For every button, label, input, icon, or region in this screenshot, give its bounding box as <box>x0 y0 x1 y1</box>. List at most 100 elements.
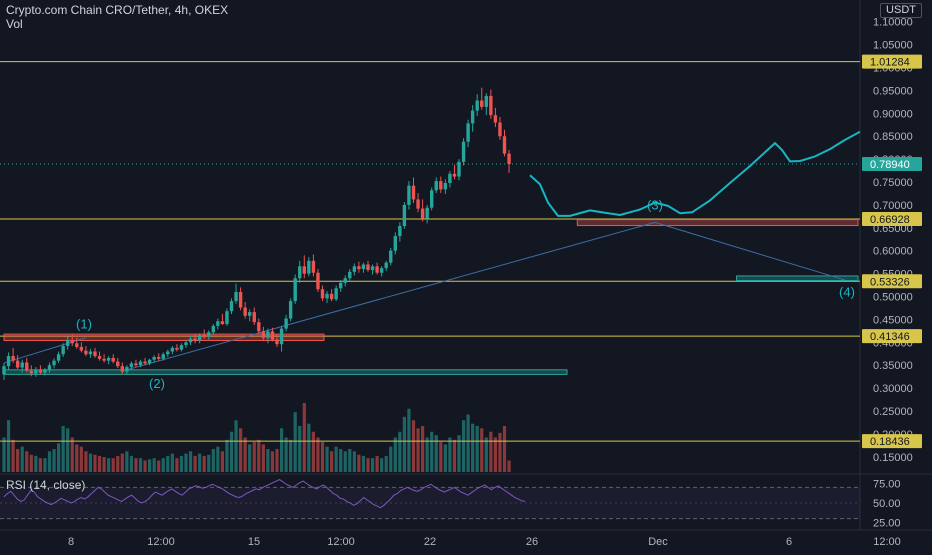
candle-body <box>457 161 461 177</box>
volume-bar <box>243 437 247 472</box>
price-label-text: 0.78940 <box>870 159 910 171</box>
candle-body <box>2 366 6 375</box>
candle-body <box>29 370 33 374</box>
candle-body <box>311 260 316 273</box>
volume-bar <box>489 431 493 472</box>
candle-body <box>161 354 165 359</box>
volume-bar <box>330 451 334 472</box>
price-tick-label: 0.95000 <box>873 85 913 97</box>
candle-body <box>202 335 206 337</box>
price-label-text: 1.01284 <box>870 57 910 69</box>
candle-body <box>125 367 129 372</box>
volume-bar <box>457 435 461 472</box>
chart-header: Crypto.com Chain CRO/Tether, 4h, OKEX Vo… <box>6 3 228 31</box>
volume-bar <box>125 451 129 472</box>
volume-bar <box>316 437 320 472</box>
volume-bar <box>461 420 466 472</box>
candle-body <box>343 278 347 283</box>
volume-bar <box>57 443 61 472</box>
volume-bar <box>320 442 325 472</box>
candle-body <box>288 301 293 319</box>
candle-body <box>279 328 284 345</box>
candle-body <box>257 322 261 332</box>
candle-body <box>106 357 111 361</box>
price-label-tag <box>862 274 922 289</box>
volume-bar <box>157 460 161 472</box>
candle-body <box>166 351 170 355</box>
volume-bar <box>443 444 447 472</box>
volume-bar <box>471 423 475 472</box>
volume-bar <box>93 454 97 472</box>
candle-body <box>147 359 152 364</box>
volume-bar <box>202 455 206 472</box>
volume-bar <box>11 439 15 472</box>
candle-body <box>38 369 43 373</box>
volume-bar <box>84 451 88 472</box>
candle-body <box>61 346 65 355</box>
volume-bar <box>225 439 229 472</box>
candle-body <box>443 182 448 190</box>
candle-body <box>493 115 498 123</box>
volume-bar <box>25 451 29 472</box>
volume-bar <box>161 458 165 472</box>
volume-bar <box>61 426 65 472</box>
candle-body <box>25 362 29 371</box>
candle-body <box>93 351 97 357</box>
volume-bar <box>29 454 33 472</box>
time-tick-label: 12:00 <box>147 536 175 548</box>
candle-body <box>498 122 502 137</box>
candle-body <box>70 340 74 344</box>
candle-body <box>170 347 175 352</box>
candle-body <box>234 291 238 302</box>
candle-body <box>389 250 393 263</box>
candle-body <box>302 266 306 274</box>
time-tick-label: 8 <box>68 536 74 548</box>
wave-label: (1) <box>76 317 92 332</box>
time-tick-label: 12:00 <box>873 536 901 548</box>
volume-bar <box>6 420 11 472</box>
volume-bar <box>416 428 420 472</box>
price-label-text: 0.66928 <box>870 214 910 226</box>
volume-bar <box>298 426 302 472</box>
candle-body <box>152 356 156 360</box>
volume-label: Vol <box>6 17 23 31</box>
volume-bar <box>252 442 256 472</box>
candle-body <box>430 190 434 208</box>
candle-body <box>75 343 79 347</box>
time-tick-label: 15 <box>248 536 260 548</box>
volume-bar <box>339 449 343 472</box>
candle-body <box>461 141 466 162</box>
volume-bar <box>38 458 42 472</box>
volume-bar <box>361 455 366 472</box>
candle-body <box>357 266 361 270</box>
currency-selector[interactable]: USDT <box>880 3 922 18</box>
volume-bar <box>138 458 143 472</box>
candle-body <box>270 331 275 340</box>
volume-bar <box>502 426 507 472</box>
volume-bar <box>143 460 147 472</box>
volume-bar <box>47 451 52 472</box>
volume-bar <box>270 451 275 472</box>
chart-title: Crypto.com Chain CRO/Tether, 4h, OKEX <box>6 3 229 17</box>
volume-bar <box>184 453 188 472</box>
candle-body <box>97 356 102 359</box>
support-zone <box>736 275 859 282</box>
volume-bar <box>325 446 329 472</box>
volume-bar <box>293 412 297 472</box>
volume-bar <box>279 428 284 472</box>
volume-bar <box>375 455 379 472</box>
price-tick-label: 0.75000 <box>873 177 913 189</box>
volume-bar <box>70 437 74 472</box>
volume-bar <box>334 446 338 472</box>
candle-body <box>334 288 338 300</box>
volume-bar <box>148 459 152 472</box>
volume-bar <box>348 449 352 472</box>
volume-bar <box>307 423 311 472</box>
candle-body <box>348 271 352 279</box>
trend-line <box>126 221 656 371</box>
candle-body <box>120 366 124 372</box>
candle-body <box>411 185 416 200</box>
volume-bar <box>20 446 24 472</box>
